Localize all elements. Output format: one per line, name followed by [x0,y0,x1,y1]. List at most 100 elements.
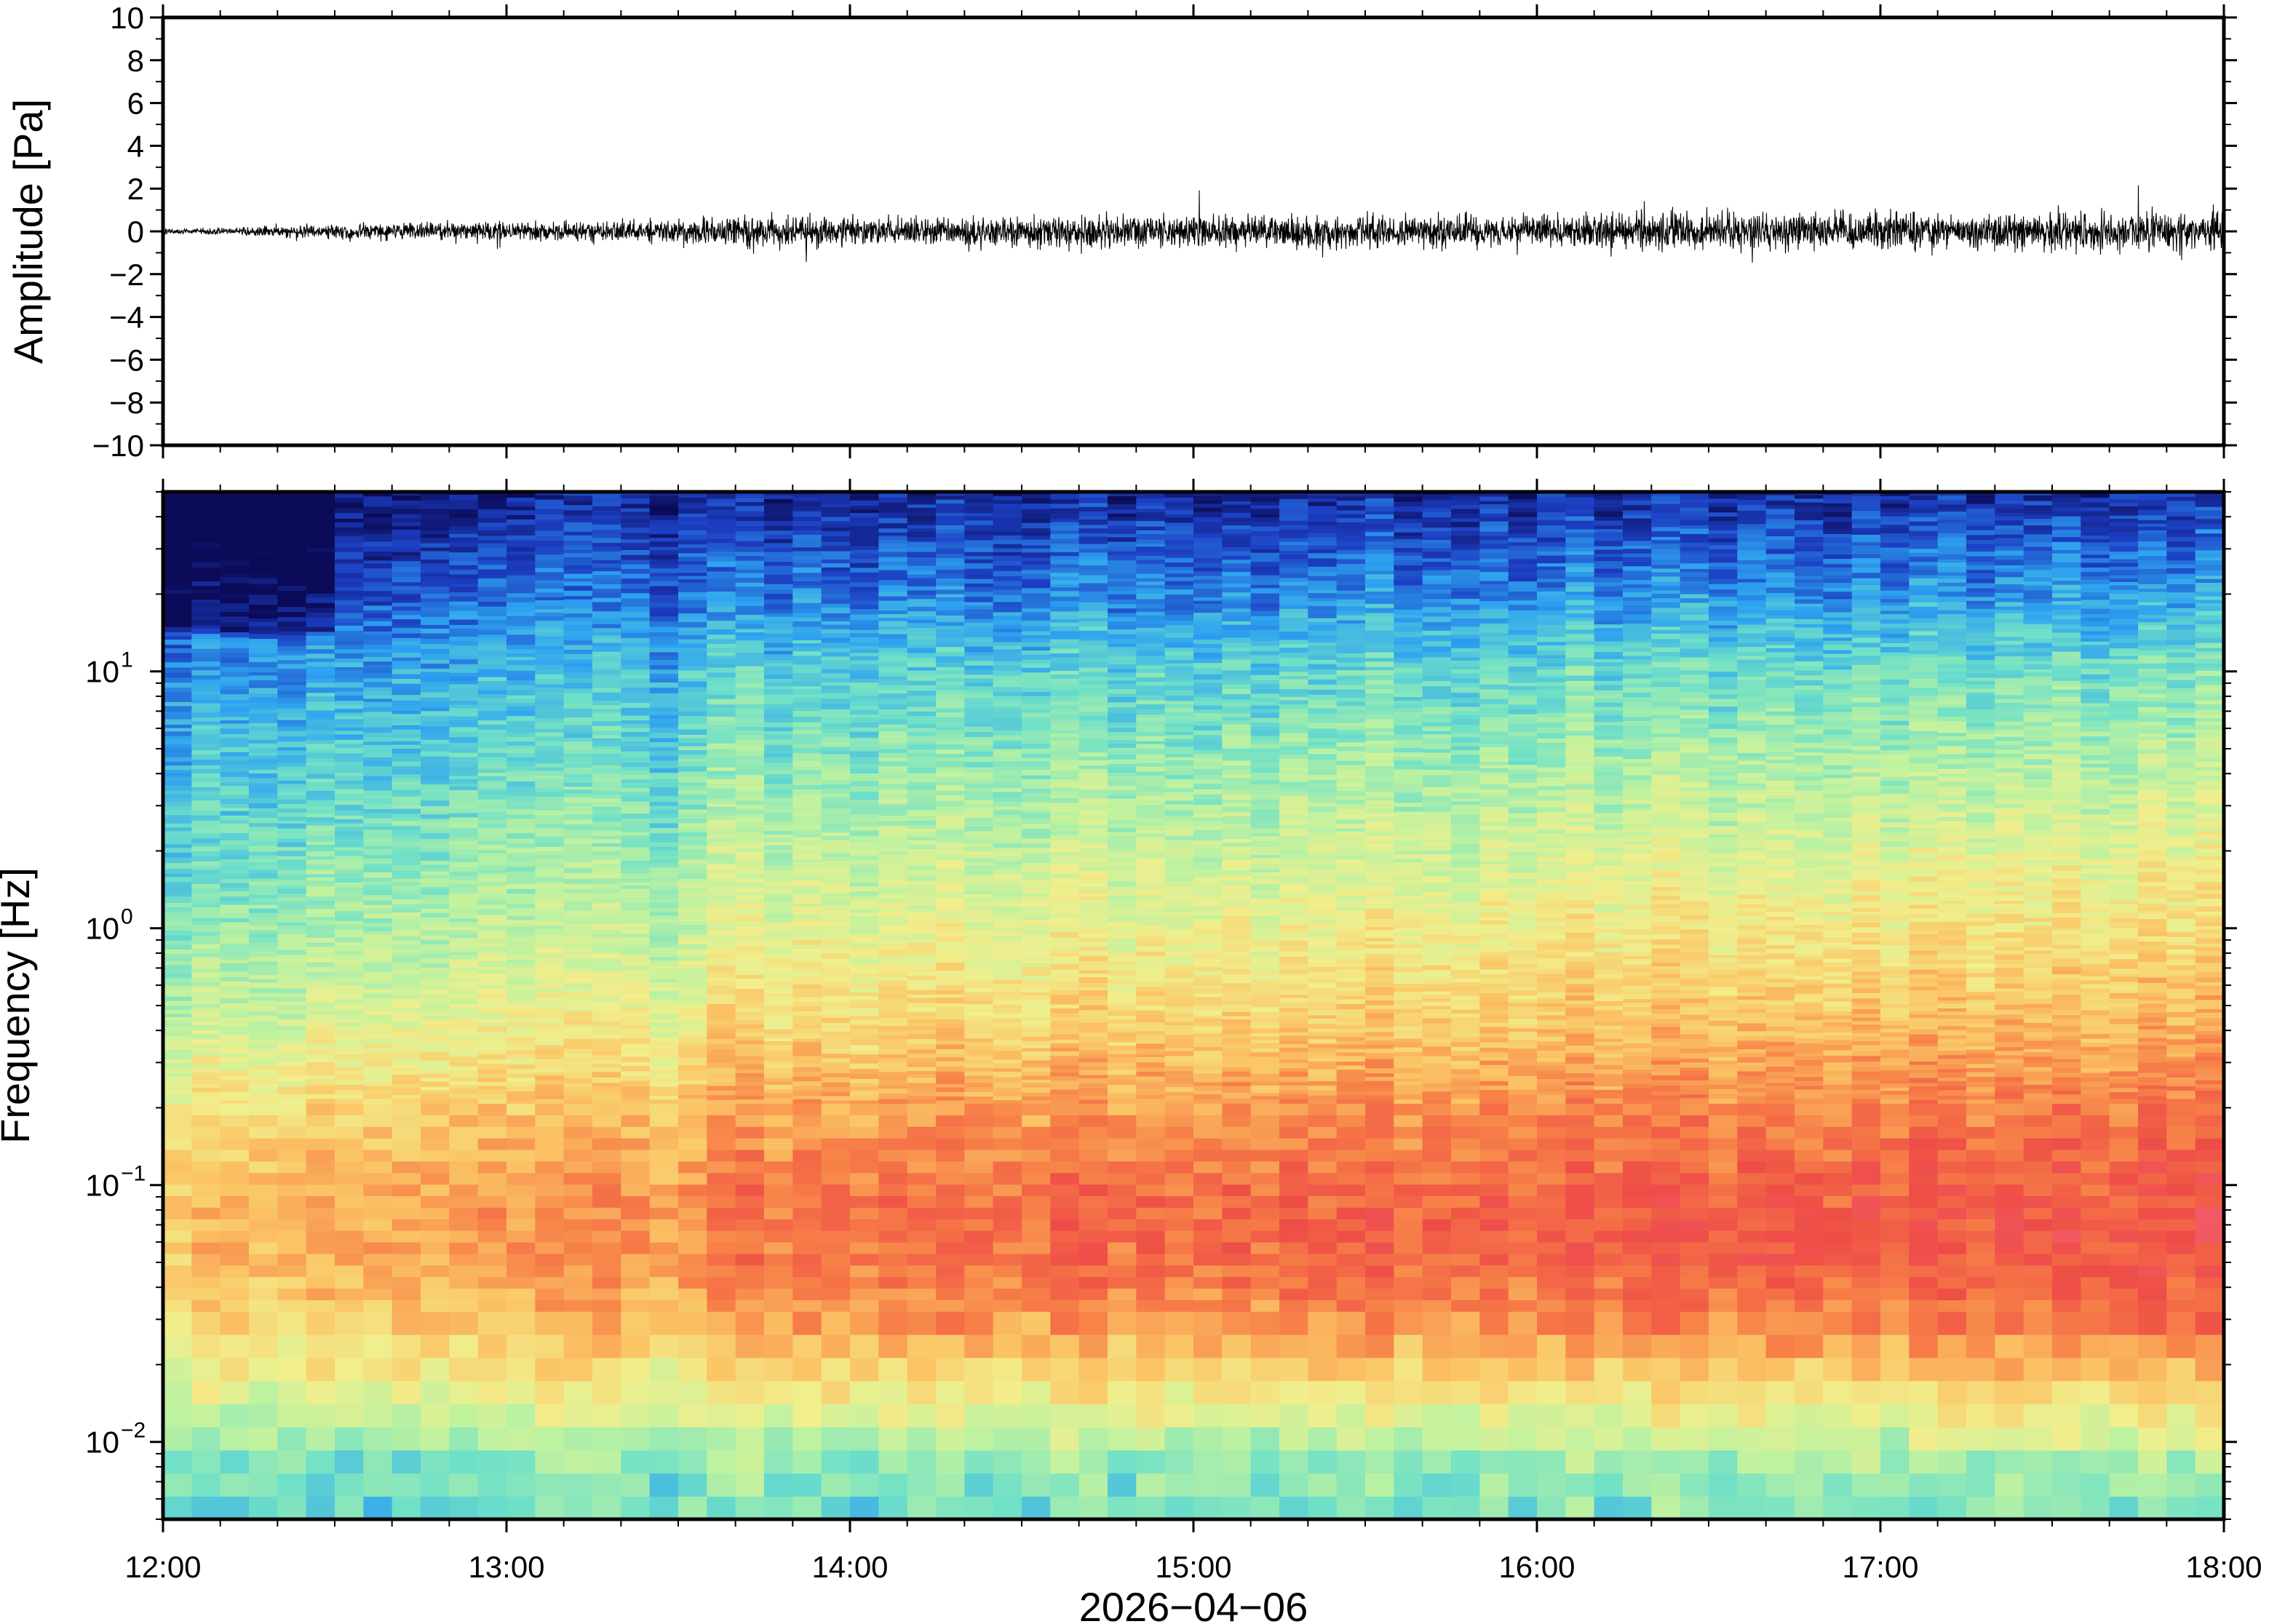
spectrogram-cell [306,998,335,1002]
spectrogram-cell [306,682,335,688]
spectrogram-cell [764,495,794,500]
spectrogram-cell [678,1053,708,1058]
spectrogram-cell [707,523,736,529]
spectrogram-cell [792,1080,822,1086]
spectrogram-cell [936,1036,966,1041]
spectrogram-cell [878,564,908,570]
spectrogram-cell [363,492,393,497]
spectrogram-cell [191,998,221,1004]
spectrogram-cell [249,684,279,688]
spectrogram-cell [907,690,937,696]
spectrogram-cell [220,954,250,960]
spectrogram-cell [678,600,708,604]
spectrogram-cell [764,789,794,795]
spectrogram-cell [277,535,307,540]
spectrogram-cell [220,931,250,936]
spectrogram-cell [306,785,335,791]
spectrogram-cell [563,938,593,944]
spectrogram-cell [335,779,365,784]
spectrogram-cell [850,1207,880,1219]
spectrogram-cell [735,493,765,498]
spectrogram-cell [249,532,279,537]
spectrogram-cell [850,505,880,510]
spectrogram-cell [792,922,822,927]
spectrogram-cell [449,986,479,992]
spectrogram-cell [878,737,908,744]
spectrogram-cell [392,632,421,638]
spectrogram-cell [506,883,536,889]
spectrogram-cell [363,1473,393,1497]
spectrogram-cell [764,1276,794,1289]
spectrogram-cell [821,541,851,546]
spectrogram-cell [563,813,593,820]
spectrogram-cell [678,497,708,503]
spectrogram-cell [277,929,307,935]
spectrogram-cell [707,547,736,552]
spectrogram-cell [964,551,994,557]
spectrogram-cell [850,773,880,779]
spectrogram-cell [764,793,794,798]
spectrogram-cell [506,1012,536,1019]
spectrogram-cell [792,1024,822,1029]
spectrogram-cell [191,832,221,839]
spectrogram-cell [964,921,994,928]
spectrogram-cell [592,730,622,736]
spectrogram-cell [964,992,994,997]
spectrogram-cell [306,674,335,679]
spectrogram-cell [936,744,966,750]
spectrogram-cell [191,1276,221,1289]
spectrogram-cell [621,1091,651,1096]
spectrogram-column [707,492,736,1519]
spectrogram-cell [335,789,365,794]
spectrogram-cell [907,565,937,571]
spectrogram-cell [792,889,822,895]
spectrogram-cell [964,966,994,971]
spectrogram-cell [421,1060,450,1065]
spectrogram-cell [649,750,679,756]
spectrogram-cell [621,1065,651,1072]
spectrogram-cell [907,622,937,629]
spectrogram-cell [563,883,593,890]
spectrogram-cell [964,578,994,584]
spectrogram-cell [277,1299,307,1312]
spectrogram-cell [678,677,708,682]
spectrogram-cell [678,1019,708,1024]
spectrogram-cell [306,692,335,697]
spectrogram-cell [249,782,279,788]
spectrogram-cell [850,1426,880,1451]
spectrogram-cell [649,1065,679,1070]
spectrogram-cell [363,918,393,923]
spectrogram-cell [936,1099,966,1104]
spectrogram-cell [163,952,193,958]
spectrogram-column [306,492,335,1519]
spectrogram-cell [392,1137,421,1150]
spectrogram-cell [220,1016,250,1022]
spectrogram-cell [220,632,250,638]
spectrogram-cell [449,1030,479,1035]
spectrogram-cell [621,1357,651,1382]
spectrogram-cell [163,1311,193,1335]
spectrogram-cell [649,956,679,961]
spectrogram-cell [535,782,565,789]
spectrogram-cell [163,602,193,607]
spectrogram-cell [821,550,851,555]
spectrogram-cell [878,1496,908,1519]
spectrogram-cell [306,873,335,877]
spectrogram-cell [335,941,365,947]
spectrogram-cell [821,986,851,992]
spectrogram-cell [878,972,908,977]
spectrogram-cell [649,659,679,666]
spectrogram-cell [907,657,937,662]
spectrogram-cell [477,693,507,698]
spectrogram-cell [678,1496,708,1519]
spectrogram-cell [421,1426,450,1451]
spectrogram-cell [277,949,307,955]
spectrogram-cell [936,1137,966,1150]
spectrogram-cell [363,509,393,514]
spectrogram-cell [707,980,736,986]
spectrogram-cell [821,512,851,517]
spectrogram-cell [764,805,794,810]
spectrogram-cell [964,626,994,632]
spectrogram-cell [563,732,593,739]
spectrogram-cell [563,518,593,522]
